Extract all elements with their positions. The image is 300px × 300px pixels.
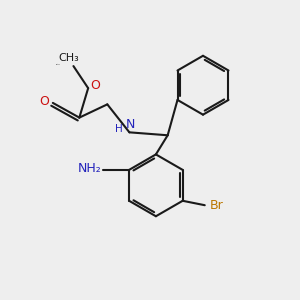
Text: NH₂: NH₂ (77, 162, 101, 175)
Text: H: H (115, 124, 123, 134)
Text: O: O (91, 79, 100, 92)
Text: methyl: methyl (56, 64, 61, 65)
Text: Br: Br (210, 199, 224, 212)
Text: O: O (40, 95, 50, 108)
Text: CH₃: CH₃ (59, 52, 80, 62)
Text: N: N (126, 118, 136, 131)
